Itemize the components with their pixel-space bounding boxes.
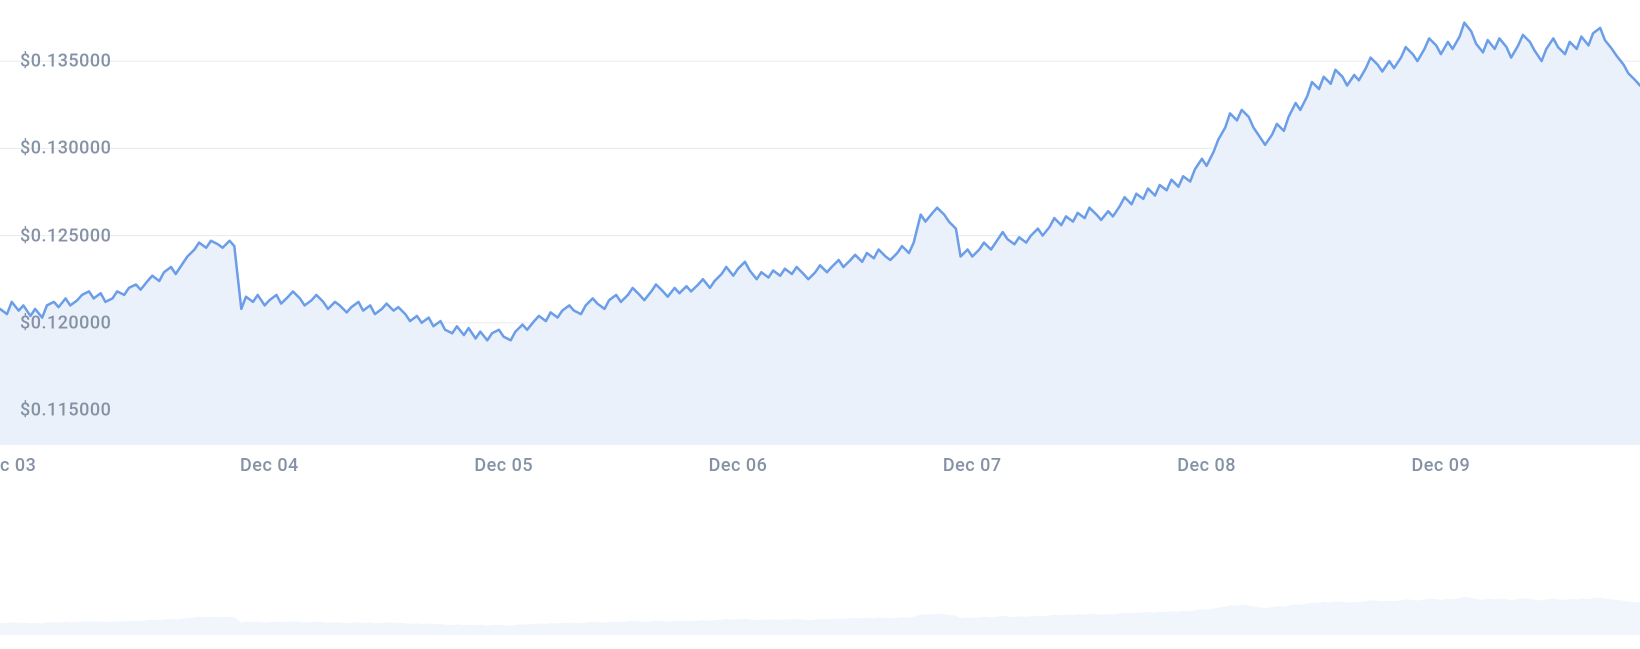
y-axis-label: $0.130000 — [20, 138, 111, 159]
x-axis-label: Dec 04 — [240, 455, 299, 476]
x-axis-label: Dec 08 — [1177, 455, 1236, 476]
chart-svg — [0, 0, 1640, 649]
x-axis-label: Dec 07 — [943, 455, 1002, 476]
price-chart[interactable]: $0.115000 $0.120000 $0.125000 $0.130000 $0.1… — [0, 0, 1640, 649]
y-axis-label: $0.120000 — [20, 312, 111, 333]
x-axis-label: c 03 — [0, 455, 36, 476]
y-axis-label: $0.135000 — [20, 51, 111, 72]
y-axis-label: $0.115000 — [20, 400, 111, 421]
x-axis-label: Dec 09 — [1411, 455, 1470, 476]
y-axis-label: $0.125000 — [20, 225, 111, 246]
x-axis-label: Dec 05 — [474, 455, 533, 476]
x-axis-label: Dec 06 — [709, 455, 768, 476]
overview-strip[interactable] — [0, 597, 1640, 635]
chart-area-fill — [0, 23, 1640, 445]
